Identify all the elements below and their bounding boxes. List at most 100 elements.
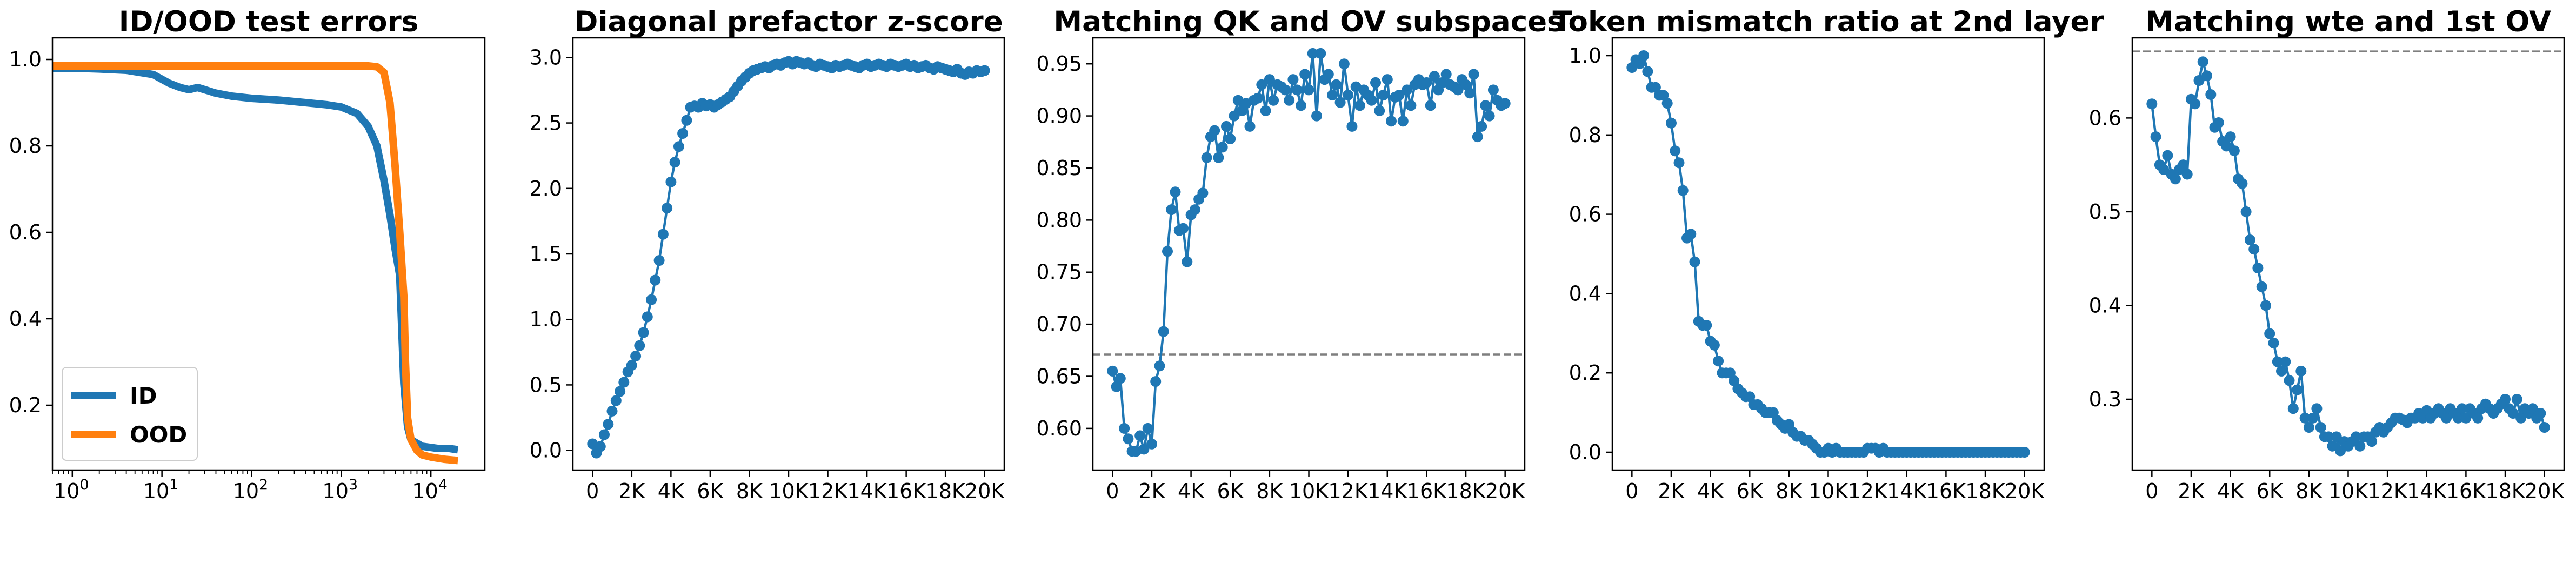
data-point <box>1476 120 1487 132</box>
data-point <box>2178 159 2189 171</box>
data-point <box>1111 381 1122 392</box>
data-point <box>1472 131 1483 143</box>
data-point <box>1393 90 1405 100</box>
y-tick-label: 0.0 <box>530 439 562 462</box>
data-point <box>1331 79 1342 90</box>
data-point <box>1425 100 1436 111</box>
y-tick-label: 1.5 <box>530 242 562 266</box>
data-point <box>681 115 692 126</box>
chart-panel-5: Matching wte and 1st OV 0 2K 4K 6K 8K 10K 12K 14… <box>2089 5 2565 503</box>
x-tick-label: 8K <box>1776 479 1803 503</box>
x-tick-label: 6K <box>697 479 724 503</box>
data-point <box>1256 79 1267 90</box>
data-point <box>1666 117 1677 129</box>
y-tick-label: 3.0 <box>530 45 562 69</box>
data-point <box>1134 430 1146 441</box>
y-tick-label: 0.60 <box>1036 417 1082 440</box>
data-point <box>1284 95 1295 106</box>
series-line <box>591 60 985 454</box>
x-tick-label: 16K <box>886 479 926 503</box>
data-point <box>1487 84 1499 96</box>
data-point <box>1291 84 1303 96</box>
y-tick-label: 0.90 <box>1036 104 1082 128</box>
y-tick-label: 0.95 <box>1036 52 1082 76</box>
data-point <box>2511 394 2522 405</box>
data-point <box>2252 263 2264 273</box>
data-point <box>650 274 661 286</box>
data-point <box>2260 300 2271 311</box>
data-point <box>634 340 645 351</box>
data-point <box>1264 74 1275 85</box>
data-point <box>2158 164 2170 175</box>
data-point <box>2323 431 2334 442</box>
data-point <box>1311 110 1322 122</box>
data-point <box>2354 440 2366 452</box>
chart-title: ID/OOD test errors <box>119 5 419 38</box>
axes-frame <box>1611 37 2045 471</box>
legend-label-id: ID <box>130 383 157 409</box>
data-point <box>2457 403 2468 414</box>
data-point <box>1354 100 1365 111</box>
x-tick-label: 8K <box>736 479 763 503</box>
data-point <box>2327 440 2338 452</box>
x-tick-label: 16K <box>1926 479 1966 503</box>
data-point <box>2460 412 2472 424</box>
y-tick-label: 0.6 <box>9 220 42 244</box>
x-tick-label: 4K <box>1178 479 1205 503</box>
y-tick-label: 0.80 <box>1036 208 1082 232</box>
x-tick-label: 6K <box>1737 479 1764 503</box>
data-point <box>1315 48 1326 59</box>
data-point <box>1701 320 1712 331</box>
data-point <box>1405 100 1417 111</box>
data-point <box>2146 98 2158 110</box>
data-point <box>2299 412 2311 424</box>
data-point <box>1197 187 1209 199</box>
x-tick-label: 4K <box>1697 479 1724 503</box>
legend: ID OOD <box>62 367 198 461</box>
data-point <box>1123 433 1134 445</box>
x-tick-label: 102 <box>233 477 269 503</box>
series-ood <box>52 62 458 465</box>
data-point <box>2452 412 2464 424</box>
data-point <box>657 229 669 240</box>
data-point <box>1252 92 1264 104</box>
y-tick-label: 1.0 <box>9 48 42 71</box>
x-tick-label: 16K <box>1407 479 1447 503</box>
x-tick-label: 14K <box>1367 479 1407 503</box>
y-tick-label: 0.2 <box>1569 361 1601 385</box>
data-point <box>2268 337 2279 348</box>
data-point <box>1460 79 1471 90</box>
data-point <box>610 395 622 406</box>
data-point <box>1661 98 1673 109</box>
x-tick-label: 100 <box>54 477 89 503</box>
data-point <box>1296 100 1306 111</box>
x-tick-label: 12K <box>1328 479 1368 503</box>
x-tick-label: 16K <box>2446 479 2486 503</box>
data-point <box>1638 50 1650 61</box>
x-tick-label: 0 <box>1106 479 1119 503</box>
x-tick-label: 14K <box>847 479 887 503</box>
data-point <box>1162 246 1173 257</box>
data-point <box>1119 423 1130 434</box>
data-point <box>1142 423 1153 434</box>
y-tick-label: 0.5 <box>530 373 562 397</box>
data-point <box>2366 436 2378 447</box>
data-point <box>1685 229 1697 240</box>
data-point <box>1327 90 1338 100</box>
data-point <box>2197 56 2208 68</box>
data-point <box>2181 169 2193 180</box>
x-tick-label: 2K <box>618 479 645 503</box>
data-point <box>2276 365 2287 377</box>
y-tick-label: 2.0 <box>530 177 562 200</box>
data-point <box>2019 447 2030 458</box>
data-point <box>1499 98 1511 109</box>
data-point <box>1673 157 1685 169</box>
x-tick-label: 12K <box>1847 479 1887 503</box>
y-tick-label: 0.70 <box>1036 312 1082 336</box>
data-point <box>2311 403 2323 414</box>
x-tick-label: 10K <box>769 479 809 503</box>
y-tick-label: 0.6 <box>2089 106 2121 130</box>
data-point <box>2213 117 2224 128</box>
x-tick-label: 10K <box>1808 479 1848 503</box>
